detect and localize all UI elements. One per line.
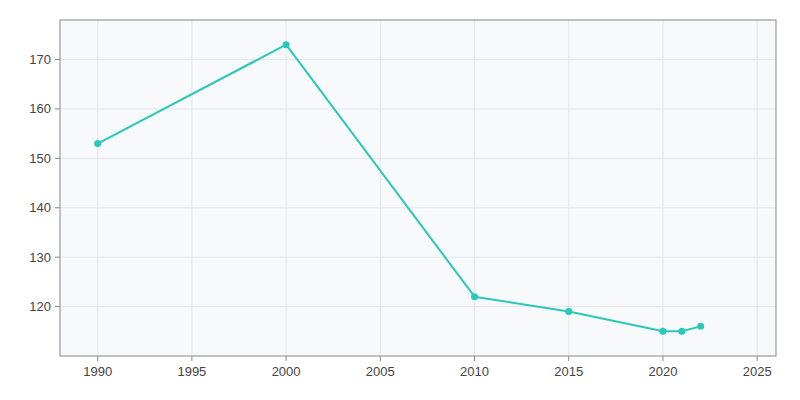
x-tick-label: 1990 (83, 364, 112, 379)
y-grid-line (60, 306, 776, 307)
y-grid-line (60, 257, 776, 258)
y-grid-line (60, 158, 776, 159)
x-tick (568, 356, 569, 361)
series (94, 41, 704, 335)
x-tick-label: 1995 (177, 364, 206, 379)
x-tick-label: 2000 (272, 364, 301, 379)
y-tick-label: 130 (29, 250, 51, 265)
plot-frame (60, 20, 776, 356)
x-tick (97, 356, 98, 361)
x-tick-label: 2015 (554, 364, 583, 379)
point (471, 293, 478, 300)
x-tick-label: 2010 (460, 364, 489, 379)
point (565, 308, 572, 315)
point (697, 323, 704, 330)
point (659, 328, 666, 335)
y-tick (55, 257, 60, 258)
point (94, 140, 101, 147)
y-grid-line (60, 108, 776, 109)
y-tick (55, 207, 60, 208)
x-grid-line (757, 20, 758, 356)
x-grid-line (568, 20, 569, 356)
x-tick (474, 356, 475, 361)
line (98, 45, 701, 332)
x-grid-line (286, 20, 287, 356)
y-grid-line (60, 59, 776, 60)
y-tick-label: 160 (29, 101, 51, 116)
point (283, 41, 290, 48)
y-tick (55, 306, 60, 307)
x-tick (662, 356, 663, 361)
x-grid-line (474, 20, 475, 356)
x-tick (380, 356, 381, 361)
x-tick-label: 2025 (743, 364, 772, 379)
chart: 1990 1995 2000 2005 2010 2015 2020 2025 120 130 14… (0, 0, 800, 400)
x-tick (757, 356, 758, 361)
x-tick (286, 356, 287, 361)
y-tick-label: 140 (29, 200, 51, 215)
y-grid-line (60, 207, 776, 208)
y-tick-label: 150 (29, 151, 51, 166)
x-grid-line (380, 20, 381, 356)
y-tick (55, 59, 60, 60)
x-tick-label: 2005 (366, 364, 395, 379)
y-tick-label: 170 (29, 52, 51, 67)
y-tick (55, 158, 60, 159)
x-grid-line (191, 20, 192, 356)
plot-area (60, 20, 776, 356)
grid (60, 20, 776, 356)
y-tick-label: 120 (29, 299, 51, 314)
point (678, 328, 685, 335)
x-grid-line (97, 20, 98, 356)
x-grid-line (662, 20, 663, 356)
x-tick-label: 2020 (648, 364, 677, 379)
y-tick (55, 108, 60, 109)
x-tick (191, 356, 192, 361)
